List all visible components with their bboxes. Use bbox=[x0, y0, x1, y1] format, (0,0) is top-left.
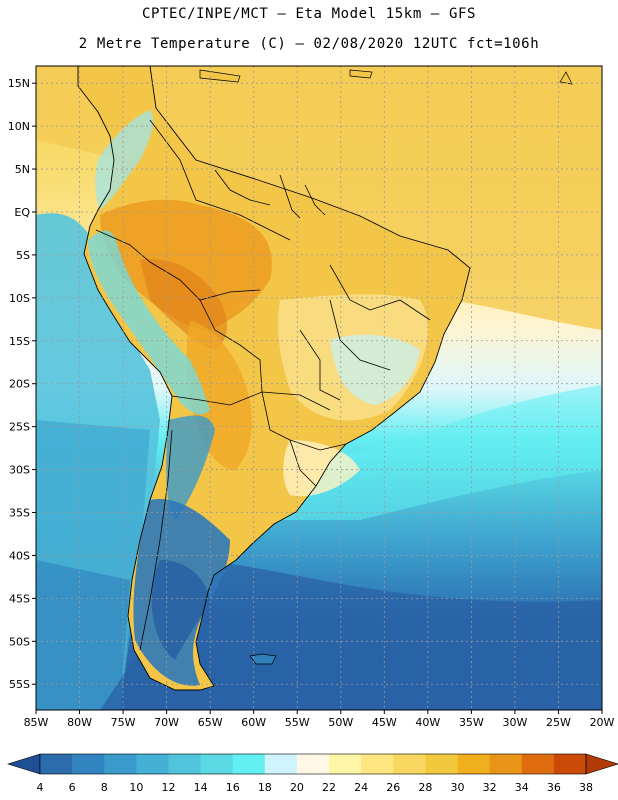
lat-tick-label: 50S bbox=[9, 635, 30, 648]
lat-tick-label: 55S bbox=[9, 678, 30, 691]
colorbar-segment bbox=[457, 754, 491, 774]
colorbar-label: 14 bbox=[194, 781, 208, 794]
lat-tick-label: 45S bbox=[9, 592, 30, 605]
colorbar-segment bbox=[264, 754, 298, 774]
lon-tick-label: 85W bbox=[24, 716, 49, 729]
colorbar-segment bbox=[168, 754, 201, 774]
lon-tick-label: 50W bbox=[328, 716, 353, 729]
amazon-hot-zone bbox=[100, 199, 272, 330]
lon-tick-label: 40W bbox=[415, 716, 440, 729]
colorbar-segment bbox=[521, 754, 555, 774]
lat-tick-label: 5N bbox=[15, 163, 30, 176]
border-line bbox=[299, 329, 341, 401]
plot-frame bbox=[35, 65, 603, 711]
lat-tick-label: 35S bbox=[9, 507, 30, 520]
amazon-hottest-zone bbox=[140, 259, 227, 350]
colorbar-label: 12 bbox=[161, 781, 175, 794]
lon-tick-label: 70W bbox=[154, 716, 179, 729]
border-line bbox=[149, 119, 291, 241]
colorbar-segment bbox=[40, 754, 73, 774]
border-line bbox=[95, 229, 261, 301]
colorbar-label: 18 bbox=[258, 781, 272, 794]
lat-tick-label: 40S bbox=[9, 549, 30, 562]
lat-tick-label: 25S bbox=[9, 421, 30, 434]
colorbar-label: 32 bbox=[483, 781, 497, 794]
lon-tick-label: 25W bbox=[546, 716, 571, 729]
lon-tick-label: 45W bbox=[372, 716, 397, 729]
lat-tick-label: 15N bbox=[8, 77, 30, 90]
colorbar: 4 6 8 10 12 14 16 18 20 22 24 26 28 30 32 34 36 38 bbox=[6, 753, 618, 794]
colorbar-label: 36 bbox=[547, 781, 561, 794]
graticule bbox=[36, 66, 602, 710]
lon-tick-label: 60W bbox=[241, 716, 266, 729]
border-line bbox=[214, 169, 271, 206]
colorbar-segment bbox=[393, 754, 426, 774]
border-line bbox=[279, 174, 301, 219]
lon-tick-label: 80W bbox=[67, 716, 92, 729]
lat-tick-label: 30S bbox=[9, 464, 30, 477]
lat-tick-label: 20S bbox=[9, 378, 30, 391]
chart-title-line1: CPTEC/INPE/MCT – Eta Model 15km – GFS bbox=[141, 6, 477, 22]
colorbar-label: 6 bbox=[69, 781, 76, 794]
colorbar-high-arrow bbox=[585, 753, 618, 775]
colorbar-segment bbox=[72, 754, 105, 774]
north-andes-cool-streak bbox=[95, 110, 154, 210]
lat-tick-label: 15S bbox=[9, 335, 30, 348]
colorbar-segment bbox=[200, 754, 234, 774]
continent-outline bbox=[77, 66, 471, 691]
colorbar-label: 34 bbox=[515, 781, 529, 794]
colorbar-label: 4 bbox=[37, 781, 44, 794]
patagonia-coldest-zone bbox=[151, 560, 210, 660]
colorbar-segment bbox=[104, 754, 137, 774]
colorbar-segment bbox=[489, 754, 523, 774]
lon-tick-label: 55W bbox=[285, 716, 310, 729]
colorbar-segment bbox=[553, 754, 587, 774]
border-line bbox=[171, 391, 331, 411]
lat-tick-label: 5S bbox=[16, 249, 30, 262]
colorbar-segment bbox=[136, 754, 169, 774]
colorbar-segment bbox=[329, 754, 362, 774]
lat-tick-label: 10S bbox=[9, 292, 30, 305]
colorbar-label: 24 bbox=[354, 781, 368, 794]
colorbar-frame bbox=[39, 753, 587, 775]
lat-tick-label: EQ bbox=[14, 206, 30, 219]
border-line bbox=[199, 299, 263, 393]
lon-tick-label: 65W bbox=[198, 716, 223, 729]
andes-cool-strip bbox=[88, 230, 210, 415]
colorbar-label: 26 bbox=[386, 781, 400, 794]
chart-title-line2: 2 Metre Temperature (C) – 02/08/2020 12U… bbox=[78, 36, 540, 52]
border-line bbox=[329, 264, 431, 321]
lon-tick-label: 30W bbox=[502, 716, 527, 729]
southern-ocean bbox=[100, 560, 602, 710]
andes-cold-strip bbox=[166, 415, 215, 520]
colorbar-label: 8 bbox=[101, 781, 108, 794]
colorbar-label: 20 bbox=[290, 781, 304, 794]
colorbar-segment bbox=[361, 754, 394, 774]
colorbar-label: 28 bbox=[418, 781, 432, 794]
colorbar-segment bbox=[232, 754, 266, 774]
colorbar-label: 22 bbox=[322, 781, 336, 794]
map-field bbox=[36, 66, 602, 710]
lon-tick-label: 20W bbox=[590, 716, 615, 729]
lon-tick-label: 75W bbox=[111, 716, 136, 729]
border-line bbox=[329, 299, 391, 371]
colorbar-segment bbox=[425, 754, 458, 774]
border-line bbox=[289, 439, 317, 487]
lon-tick-label: 35W bbox=[459, 716, 484, 729]
falkland-islands bbox=[249, 653, 277, 665]
colorbar-segment bbox=[296, 754, 330, 774]
colorbar-label: 16 bbox=[226, 781, 240, 794]
pacific-coldest-zone bbox=[36, 560, 130, 710]
colorbar-low-arrow bbox=[6, 753, 41, 775]
caribbean-island bbox=[349, 69, 373, 79]
colorbar-label: 30 bbox=[451, 781, 465, 794]
colorbar-label: 10 bbox=[129, 781, 143, 794]
border-line bbox=[139, 429, 173, 651]
axis-ticks: 15N 10N 5N EQ 5S 10S 15S 20S 25S 30S 35S 40S 45S 50S 5… bbox=[8, 77, 615, 729]
lat-tick-label: 10N bbox=[8, 120, 30, 133]
colorbar-label: 38 bbox=[579, 781, 593, 794]
